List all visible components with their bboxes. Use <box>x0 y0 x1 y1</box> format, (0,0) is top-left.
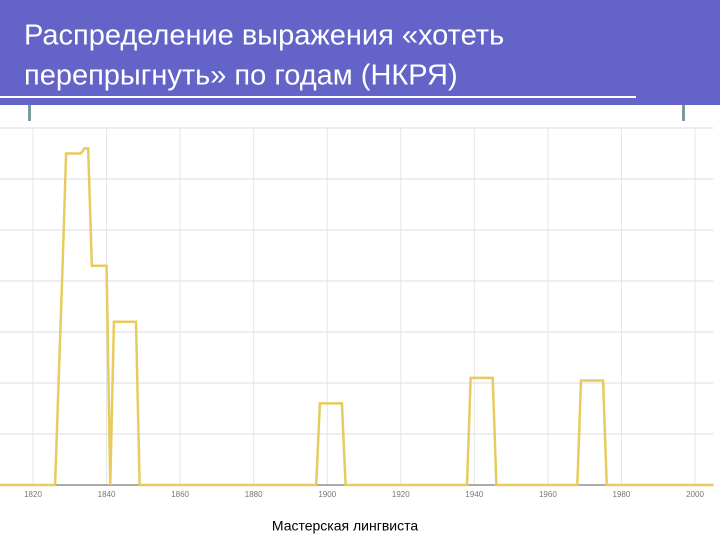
series-line <box>0 147 714 487</box>
title: перепрыгнуть» по годам (НКРЯ) <box>24 60 458 92</box>
x-tick-label: 1960 <box>539 490 557 499</box>
x-tick-label: 1980 <box>613 490 631 499</box>
x-tick-label: 1820 <box>24 490 42 499</box>
decor <box>28 105 31 121</box>
title: Распределение выражения «хотеть <box>24 20 504 52</box>
x-tick-label: 1940 <box>465 490 483 499</box>
x-tick-label: 1920 <box>392 490 410 499</box>
x-tick-label: 1900 <box>318 490 336 499</box>
x-tick-label: 1840 <box>98 490 116 499</box>
decor <box>682 105 685 121</box>
title-band <box>0 0 720 105</box>
x-tick-label: 1880 <box>245 490 263 499</box>
footer: Мастерская лингвиста <box>272 518 418 534</box>
x-tick-label: 2000 <box>686 490 704 499</box>
x-tick-label: 1860 <box>171 490 189 499</box>
